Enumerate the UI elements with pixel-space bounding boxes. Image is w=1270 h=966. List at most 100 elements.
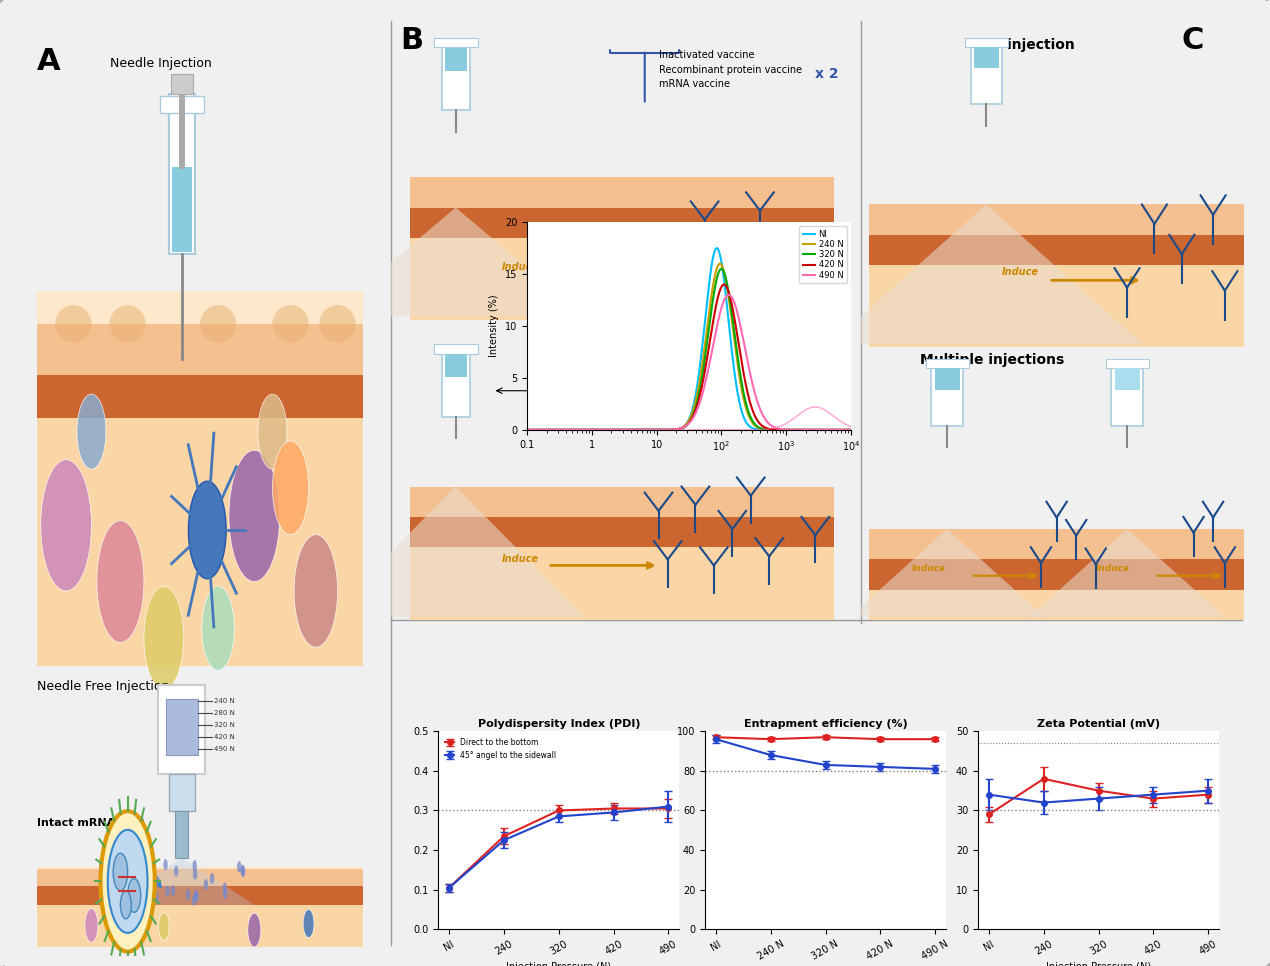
Bar <box>37 376 363 417</box>
320 N <box>763 424 779 436</box>
X-axis label: Injection Pressure (N): Injection Pressure (N) <box>1046 962 1151 966</box>
320 N <box>665 424 681 436</box>
Ellipse shape <box>109 305 146 343</box>
490 N <box>519 424 535 436</box>
Circle shape <box>41 460 91 591</box>
Bar <box>433 38 478 47</box>
Bar <box>37 905 363 947</box>
Ellipse shape <box>56 305 91 343</box>
Bar <box>869 265 1245 347</box>
Circle shape <box>127 878 141 912</box>
NI <box>763 424 779 436</box>
420 N <box>577 424 592 436</box>
Bar <box>926 359 969 368</box>
Polygon shape <box>326 208 584 317</box>
NI <box>709 242 724 254</box>
NI <box>519 424 535 436</box>
Title: Entrapment efficiency (%): Entrapment efficiency (%) <box>744 719 907 729</box>
Bar <box>37 867 363 947</box>
Circle shape <box>126 889 131 900</box>
490 N <box>603 424 618 436</box>
NI <box>577 424 592 436</box>
490 N <box>737 337 752 349</box>
Ellipse shape <box>320 305 356 343</box>
Title: Zeta Potential (mV): Zeta Potential (mV) <box>1038 719 1160 729</box>
Ellipse shape <box>201 305 236 343</box>
Bar <box>37 291 363 666</box>
Polygon shape <box>1029 529 1224 617</box>
Circle shape <box>272 440 309 534</box>
240 N <box>737 394 752 406</box>
Circle shape <box>164 859 168 870</box>
Circle shape <box>174 866 178 877</box>
Circle shape <box>154 876 159 887</box>
Line: 240 N: 240 N <box>527 264 851 430</box>
420 N <box>665 424 681 436</box>
420 N <box>737 369 752 381</box>
Circle shape <box>121 891 131 919</box>
490 N <box>710 316 725 327</box>
490 N <box>665 424 681 436</box>
Circle shape <box>248 913 260 947</box>
Circle shape <box>210 873 215 884</box>
240 N <box>712 258 728 270</box>
Text: 3rd Vaccination: 3rd Vaccination <box>530 338 639 351</box>
Bar <box>433 344 478 354</box>
490 N <box>577 424 592 436</box>
Circle shape <box>149 870 152 882</box>
Bar <box>160 97 203 113</box>
Circle shape <box>124 858 128 868</box>
Bar <box>410 208 833 238</box>
Text: 420 N: 420 N <box>213 734 235 740</box>
Bar <box>171 167 192 252</box>
Text: Induce: Induce <box>502 263 538 272</box>
Bar <box>410 487 833 517</box>
240 N <box>603 424 618 436</box>
NI <box>665 424 681 436</box>
490 N <box>721 289 737 300</box>
320 N <box>577 424 592 436</box>
Circle shape <box>121 884 124 895</box>
Line: 490 N: 490 N <box>527 295 851 430</box>
Text: One injection: One injection <box>970 38 1074 51</box>
Bar <box>869 205 1245 235</box>
Text: Induce: Induce <box>912 564 946 574</box>
Circle shape <box>119 861 123 872</box>
Circle shape <box>229 450 279 582</box>
Circle shape <box>133 865 137 876</box>
Legend: Direct to the bottom, 45° angel to the sidewall: Direct to the bottom, 45° angel to the s… <box>442 735 560 763</box>
320 N <box>737 388 752 400</box>
Circle shape <box>152 882 157 894</box>
Bar <box>444 48 467 71</box>
Bar <box>37 417 363 666</box>
Text: 320 N: 320 N <box>213 722 235 728</box>
Bar <box>442 41 470 110</box>
Text: A: A <box>37 47 61 76</box>
Text: Needle Injection: Needle Injection <box>109 57 211 70</box>
Circle shape <box>113 853 127 891</box>
240 N <box>577 424 592 436</box>
490 N <box>763 420 779 432</box>
Circle shape <box>185 889 190 900</box>
Circle shape <box>222 882 227 894</box>
Bar <box>179 85 185 169</box>
420 N <box>843 424 859 436</box>
320 N <box>714 263 729 274</box>
Circle shape <box>117 858 122 869</box>
Text: Multiple injections: Multiple injections <box>919 354 1064 367</box>
Circle shape <box>108 830 147 933</box>
Bar <box>37 869 363 886</box>
Bar <box>169 95 194 253</box>
Bar <box>410 177 833 208</box>
Text: Induce: Induce <box>1002 268 1039 277</box>
NI <box>843 424 859 436</box>
Circle shape <box>77 394 105 469</box>
Circle shape <box>165 886 170 897</box>
420 N <box>716 279 732 291</box>
Circle shape <box>202 586 235 670</box>
Text: BA.5-specific mRNA vaccine: BA.5-specific mRNA vaccine <box>535 384 672 394</box>
Circle shape <box>144 586 184 690</box>
Circle shape <box>131 877 135 888</box>
NI <box>603 424 618 436</box>
240 N <box>665 424 681 436</box>
